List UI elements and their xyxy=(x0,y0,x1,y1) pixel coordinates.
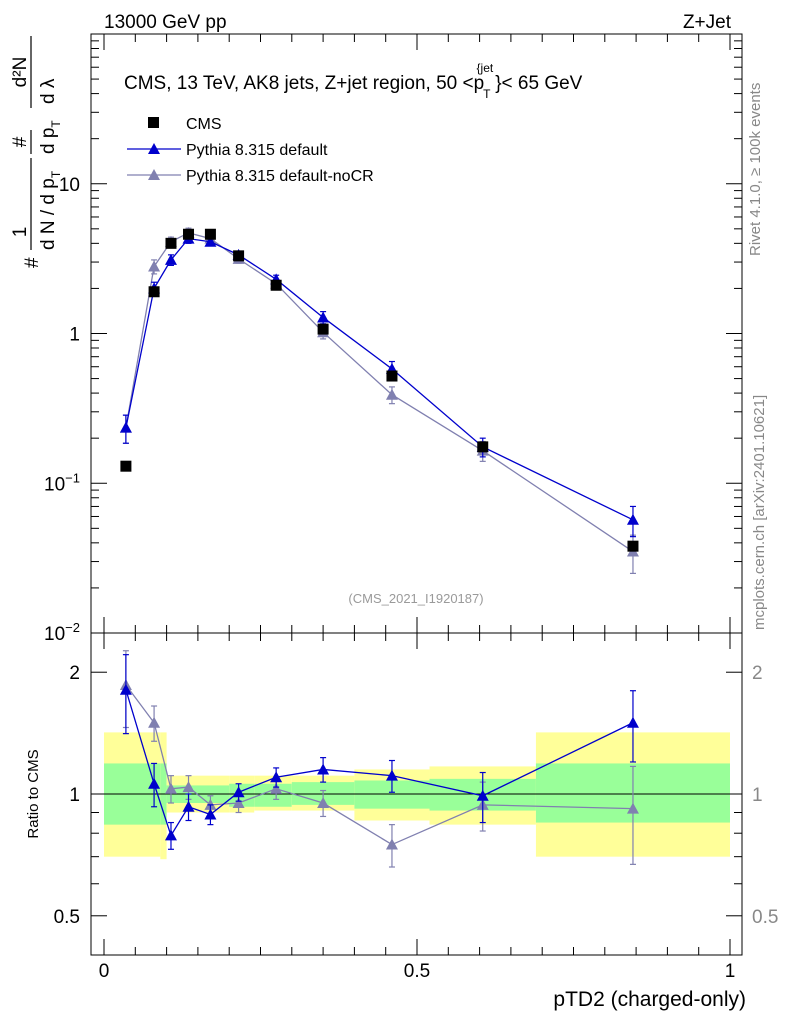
ratio-band-inner xyxy=(254,783,292,807)
main-data-point xyxy=(477,441,489,453)
ratio-data-point xyxy=(626,716,639,728)
main-data-point xyxy=(119,421,132,433)
main-y-tick-label: 10−2 xyxy=(44,620,80,645)
ratio-data-point xyxy=(270,782,283,794)
main-data-point xyxy=(204,228,216,240)
ylabel-hash: # xyxy=(22,257,43,268)
main-y-ticks: 10−2 10−1 1 10 xyxy=(44,40,742,645)
legend-marker-nocr xyxy=(148,169,160,180)
ratio-data-point xyxy=(317,763,330,775)
ratio-data-point xyxy=(476,789,489,801)
ratio-y-tick-label: 0.5 xyxy=(54,907,80,928)
x-tick-label: 1 xyxy=(725,961,736,982)
rivet-version-label: Rivet 4.1.0, ≥ 100k events xyxy=(747,83,764,256)
x-ticks: 0 0.5 1 xyxy=(99,34,736,982)
main-data-point xyxy=(627,540,639,552)
ratio-y-tick-label-right: 0.5 xyxy=(752,907,778,928)
main-data-point xyxy=(270,279,282,291)
ylabel-frac2-den: d pT xyxy=(38,120,63,154)
ratio-y-axis-label: Ratio to CMS xyxy=(25,749,42,838)
x-tick-label: 0.5 xyxy=(404,961,430,982)
ratio-y-tick-label: 1 xyxy=(69,785,80,806)
ratio-y-tick-label-right: 1 xyxy=(752,785,763,806)
ratio-data-point xyxy=(626,802,639,814)
ratio-data-point xyxy=(164,782,177,794)
main-data-point xyxy=(148,260,161,272)
legend-label-cms: CMS xyxy=(186,116,222,133)
ylabel-frac3-num: d²N xyxy=(10,57,31,88)
mcplots-label: mcplots.cern.ch [arXiv:2401.10621] xyxy=(751,395,768,630)
ratio-y-tick-label-right: 2 xyxy=(752,663,763,684)
legend-marker-cms xyxy=(148,117,159,128)
x-tick-label: 0 xyxy=(99,961,110,982)
ratio-data-point xyxy=(148,716,161,728)
ratio-data-point xyxy=(385,838,398,850)
main-y-axis-label: # 1 d N / d pT # d pT d²N d λ xyxy=(10,36,63,268)
main-data-point xyxy=(204,235,217,247)
main-data-point xyxy=(317,323,329,335)
ylabel-one: 1 xyxy=(10,227,31,238)
ylabel-frac3-den: d λ xyxy=(38,78,59,104)
legend-marker-default xyxy=(148,143,160,154)
ratio-y-tick-label: 2 xyxy=(69,663,80,684)
ratio-data-point xyxy=(317,797,330,809)
ratio-data-point xyxy=(148,777,161,789)
ratio-data-point xyxy=(385,769,398,781)
x-axis-label: pTD2 (charged-only) xyxy=(553,988,746,1011)
plot-title-sub: T xyxy=(483,87,491,101)
ratio-y-ticks: 0.5 0.5 1 1 2 2 xyxy=(54,663,778,956)
plot-title-tail: }< 65 GeV xyxy=(495,73,582,94)
main-data-point xyxy=(385,388,398,400)
legend: CMS Pythia 8.315 default Pythia 8.315 de… xyxy=(127,116,374,185)
ratio-data-point xyxy=(164,829,177,841)
main-data-point xyxy=(626,513,639,525)
legend-label-nocr: Pythia 8.315 default-noCR xyxy=(186,168,374,185)
main-data-point xyxy=(120,460,132,472)
main-data-point xyxy=(148,286,160,298)
ratio-data-point xyxy=(232,786,245,798)
main-series xyxy=(119,226,639,575)
ratio-series xyxy=(119,650,639,868)
main-data-point xyxy=(183,228,195,240)
main-y-tick-label: 10 xyxy=(59,175,80,196)
header-left: 13000 GeV pp xyxy=(104,12,227,33)
plot-title: CMS, 13 TeV, AK8 jets, Z+jet region, 50 … xyxy=(124,61,583,101)
main-y-tick-label: 1 xyxy=(69,325,80,346)
main-data-point xyxy=(165,237,177,249)
ratio-data-point xyxy=(204,808,217,820)
main-y-tick-label: 10−1 xyxy=(44,470,80,495)
header-right: Z+Jet xyxy=(683,12,732,33)
legend-label-default: Pythia 8.315 default xyxy=(186,142,328,159)
main-data-point xyxy=(164,253,177,265)
plot-title-sup: {jet xyxy=(477,61,494,75)
ratio-data-point xyxy=(182,781,195,793)
main-data-point xyxy=(386,370,398,382)
ratio-data-point xyxy=(232,797,245,809)
ratio-data-point xyxy=(182,800,195,812)
analysis-watermark: (CMS_2021_I1920187) xyxy=(348,591,483,606)
main-data-point xyxy=(233,250,245,262)
main-data-point xyxy=(317,311,330,323)
ratio-data-point xyxy=(270,771,283,783)
ylabel-frac2-num: # xyxy=(10,136,31,147)
plot-title-main: CMS, 13 TeV, AK8 jets, Z+jet region, 50 … xyxy=(124,73,484,94)
ylabel-frac1-den: d N / d pT xyxy=(38,170,63,250)
ratio-data-point xyxy=(119,683,132,695)
